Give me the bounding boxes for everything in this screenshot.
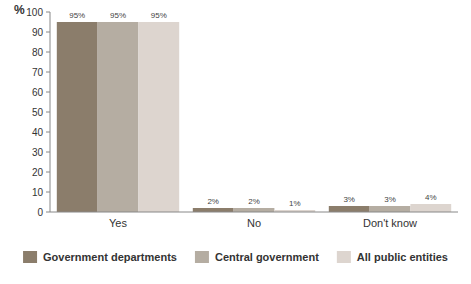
y-axis-label: % (14, 3, 25, 17)
legend-swatch (195, 251, 209, 263)
bars (57, 22, 451, 212)
data-label: 1% (289, 199, 301, 208)
bar (410, 204, 451, 212)
y-tick-label: 30 (32, 147, 44, 158)
data-label: 3% (384, 195, 396, 204)
legend-label: All public entities (357, 251, 448, 263)
bar (329, 206, 370, 212)
y-tick-label: 40 (32, 127, 44, 138)
y-tick (46, 212, 50, 213)
y-tick-label: 10 (32, 187, 44, 198)
legend: Government departments Central government… (23, 251, 448, 263)
data-label: 95% (110, 11, 126, 20)
bar (138, 22, 179, 212)
y-tick (46, 112, 50, 113)
data-label: 2% (248, 197, 260, 206)
chart: % 0 10 20 30 40 50 60 70 80 90 100 95% 95% 95% 2% 2% 1% 3%… (0, 0, 471, 284)
y-tick-label: 20 (32, 167, 44, 178)
y-tick-label: 0 (37, 207, 43, 218)
legend-swatch (337, 251, 351, 263)
x-axis (50, 212, 458, 213)
legend-label: Government departments (43, 251, 177, 263)
data-label: 4% (425, 193, 437, 202)
data-label: 95% (69, 11, 85, 20)
x-tick-label: Yes (109, 217, 127, 229)
bar (57, 22, 98, 212)
y-tick (46, 72, 50, 73)
y-tick (46, 152, 50, 153)
y-tick (46, 32, 50, 33)
data-label: 95% (151, 11, 167, 20)
bar (234, 208, 275, 212)
data-labels: 95% 95% 95% 2% 2% 1% 3% 3% 4% (69, 11, 436, 208)
y-tick-label: 80 (32, 47, 44, 58)
x-tick-label: No (247, 217, 261, 229)
x-tick-label: Don't know (363, 217, 417, 229)
y-tick (46, 52, 50, 53)
y-tick-label: 50 (32, 107, 44, 118)
y-tick (46, 92, 50, 93)
y-tick-label: 90 (32, 27, 44, 38)
y-tick-label: 70 (32, 67, 44, 78)
y-tick (46, 132, 50, 133)
y-tick (46, 172, 50, 173)
y-tick-label: 60 (32, 87, 44, 98)
y-tick (46, 192, 50, 193)
bar (98, 22, 139, 212)
y-axis (50, 12, 51, 212)
data-label: 2% (207, 197, 219, 206)
bar (370, 206, 411, 212)
y-tick (46, 12, 50, 13)
legend-swatch (23, 251, 37, 263)
bar (193, 208, 234, 212)
legend-label: Central government (215, 251, 319, 263)
data-label: 3% (343, 195, 355, 204)
y-tick-label: 100 (26, 7, 43, 18)
